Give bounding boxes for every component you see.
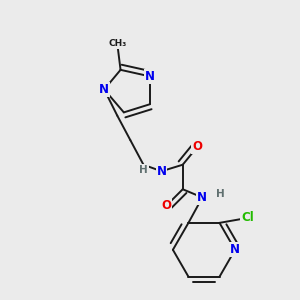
Text: N: N (145, 70, 155, 83)
Text: H: H (139, 165, 148, 175)
Text: N: N (197, 191, 207, 204)
Text: N: N (230, 243, 240, 256)
Text: CH₃: CH₃ (108, 39, 126, 48)
Text: N: N (157, 165, 166, 178)
Text: N: N (99, 83, 109, 96)
Text: O: O (161, 199, 171, 212)
Text: O: O (192, 140, 203, 153)
Text: H: H (216, 188, 225, 199)
Text: Cl: Cl (241, 212, 254, 224)
